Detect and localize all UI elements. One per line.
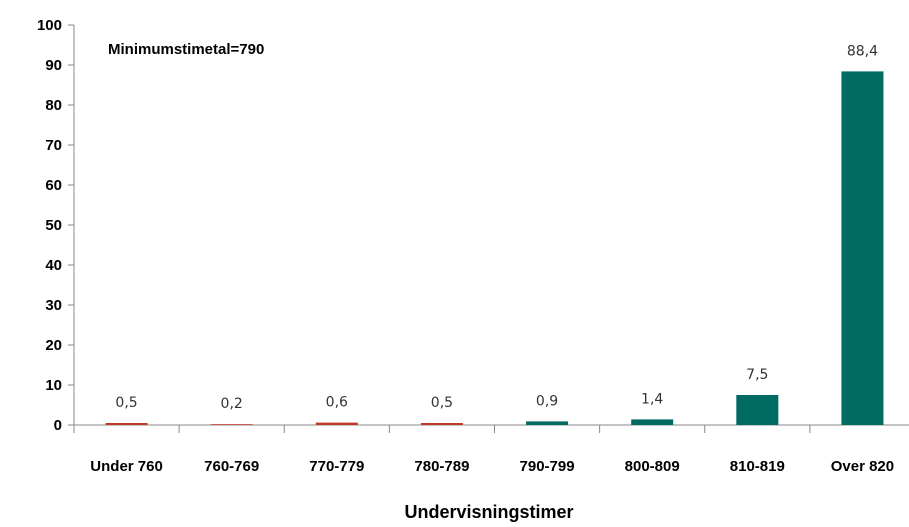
bar (105, 423, 148, 425)
bar (736, 395, 779, 425)
y-tick-label: 100 (37, 17, 62, 34)
x-tick-label: Under 760 (90, 458, 163, 475)
x-tick-label: 810-819 (730, 458, 785, 475)
y-tick-label: 0 (54, 417, 62, 434)
x-tick-label: 790-799 (520, 458, 575, 475)
bar-value-label: 7,5 (746, 367, 768, 383)
x-tick-label: 770-779 (309, 458, 364, 475)
x-tick-label: Over 820 (831, 458, 894, 475)
bar (526, 421, 569, 425)
x-tick-label: 800-809 (625, 458, 680, 475)
bar-value-label: 0,5 (115, 395, 137, 411)
bar-value-label: 0,5 (431, 395, 453, 411)
bar (631, 419, 674, 425)
bar-value-label: 0,6 (326, 395, 348, 411)
bar (420, 423, 463, 425)
annotation-text: Minimumstimetal=790 (108, 41, 264, 58)
y-tick-label: 40 (45, 257, 62, 274)
y-tick-label: 30 (45, 297, 62, 314)
bar-value-label: 0,9 (536, 393, 558, 409)
y-tick-label: 70 (45, 137, 62, 154)
y-tick-label: 50 (45, 217, 62, 234)
y-tick-label: 20 (45, 337, 62, 354)
bar-value-label: 88,4 (847, 43, 878, 59)
y-tick-label: 10 (45, 377, 62, 394)
x-tick-label: 780-789 (414, 458, 469, 475)
bar (841, 71, 884, 426)
x-axis-title: Undervisningstimer (404, 502, 573, 522)
x-axis: Under 760 760-769 770-779 780-789 790-799 800… (73, 424, 909, 475)
bar (210, 424, 253, 425)
y-tick-label: 80 (45, 97, 62, 114)
bar (315, 422, 358, 425)
y-axis: 0 10 20 30 40 50 60 70 80 90 100 (37, 17, 75, 434)
y-tick-label: 90 (45, 57, 62, 74)
x-tick-label: 760-769 (204, 458, 259, 475)
data-labels: 0,5 0,2 0,6 0,5 0,9 1,4 7,5 88,4 (115, 43, 878, 412)
bar-value-label: 1,4 (641, 391, 663, 407)
bar-value-label: 0,2 (221, 396, 243, 412)
bars (105, 71, 884, 426)
y-tick-label: 60 (45, 177, 62, 194)
